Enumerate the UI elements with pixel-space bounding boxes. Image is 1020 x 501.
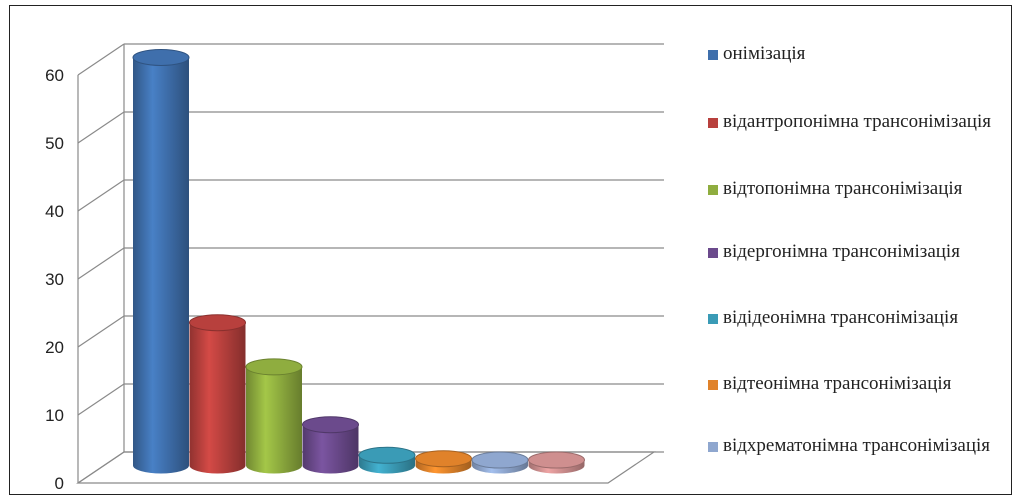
bar-top (415, 450, 472, 468)
legend-item: відідеонімна трансонімізація (708, 306, 1013, 330)
legend-item: відхрематонімна трансонімізація (708, 434, 1013, 458)
bar (358, 446, 416, 474)
legend-swatch (708, 442, 718, 452)
legend-swatch (708, 314, 718, 324)
bar (528, 451, 585, 474)
bar (132, 49, 190, 474)
chart-frame: 0 10 20 30 40 50 60 онімізація відантропонімна… (9, 5, 1012, 495)
legend-swatch (708, 248, 718, 258)
bar (471, 451, 529, 474)
y-tick-label: 50 (45, 134, 64, 153)
gridline-depth (77, 315, 125, 348)
y-tick-label: 20 (45, 338, 64, 357)
legend-label: онімізація (723, 43, 806, 64)
y-tick-label: 60 (45, 66, 64, 85)
y-tick-label: 40 (45, 202, 64, 221)
legend-item: відантропонімна трансонімізація (708, 110, 1013, 134)
gridline-depth (77, 179, 125, 212)
bar-top (189, 314, 246, 332)
legend-item: онімізація (708, 42, 1013, 66)
bar-body (246, 366, 302, 474)
legend-label: відтопонімна трансонімізація (723, 178, 963, 199)
legend-item: відтеонімна трансонімізація (708, 372, 1013, 396)
bar (245, 358, 303, 474)
legend-item: відергонімна трансонімізація (708, 240, 1013, 264)
bar-body (302, 424, 359, 474)
bar (415, 450, 472, 474)
gridline-depth (77, 111, 125, 144)
bar-top (245, 358, 303, 376)
floor (76, 451, 656, 484)
legend-label: відхрематонімна трансонімізація (723, 435, 991, 456)
gridline-depth (77, 43, 125, 76)
bar-top (471, 451, 529, 469)
legend-label: відідеонімна трансонімізація (723, 307, 959, 328)
bar-top (302, 416, 359, 434)
bar-layer (132, 49, 585, 474)
legend-swatch (708, 185, 718, 195)
legend-swatch (708, 118, 718, 128)
y-tick-label: 0 (55, 474, 64, 493)
bar-top (358, 446, 416, 464)
gridline-depth (77, 383, 125, 416)
bar-top (528, 451, 585, 469)
y-tick-label: 30 (45, 270, 64, 289)
bar (189, 314, 246, 474)
legend-label: відергонімна трансонімізація (723, 241, 960, 262)
legend-item: відтопонімна трансонімізація (708, 177, 1013, 201)
bar (302, 416, 359, 474)
legend-swatch (708, 380, 718, 390)
gridline-depth (77, 247, 125, 280)
bar-body (189, 322, 246, 474)
bar-chart: 0 10 20 30 40 50 60 (45, 43, 664, 493)
bar-top (132, 49, 190, 66)
legend-label: відтеонімна трансонімізація (723, 373, 952, 394)
bar-body (133, 57, 189, 474)
legend-swatch (708, 50, 718, 60)
y-tick-label: 10 (45, 406, 64, 425)
legend-label: відантропонімна трансонімізація (723, 111, 991, 132)
tick-layer: 0 10 20 30 40 50 60 (45, 66, 64, 493)
